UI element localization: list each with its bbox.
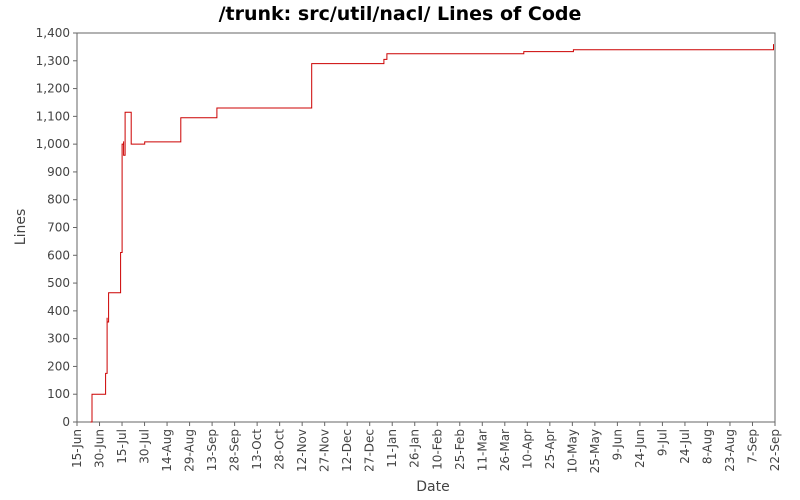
x-tick-label: 11-Jan: [385, 429, 399, 468]
y-tick-label: 200: [47, 359, 70, 373]
chart-title: /trunk: src/util/nacl/ Lines of Code: [219, 3, 582, 25]
x-tick-label: 14-Aug: [160, 429, 174, 472]
x-axis: 15-Jun 30-Jun 15-Jul 30-Jul 14-Aug 29-Aug 13-S…: [70, 422, 782, 473]
y-tick-label: 500: [47, 276, 70, 290]
y-tick-label: 1,200: [36, 82, 70, 96]
x-tick-label: 9-Jul: [655, 429, 669, 456]
x-tick-label: 15-Jul: [115, 429, 129, 464]
x-tick-label: 22-Sep: [768, 429, 782, 471]
x-tick-label: 15-Jun: [70, 429, 84, 468]
x-tick-label: 23-Aug: [723, 429, 737, 472]
x-tick-label: 30-Jul: [138, 429, 152, 464]
x-tick-label: 7-Sep: [745, 429, 759, 464]
y-tick-label: 100: [47, 387, 70, 401]
x-tick-label: 29-Aug: [183, 429, 197, 472]
y-tick-label: 900: [47, 165, 70, 179]
x-tick-label: 10-May: [565, 429, 579, 473]
x-tick-label: 24-Jun: [633, 429, 647, 468]
x-tick-label: 13-Sep: [205, 429, 219, 471]
x-tick-label: 25-Feb: [453, 429, 467, 470]
x-tick-label: 27-Nov: [318, 429, 332, 472]
y-tick-label: 600: [47, 248, 70, 262]
y-tick-label: 1,000: [36, 137, 70, 151]
x-tick-label: 28-Sep: [228, 429, 242, 471]
x-tick-label: 24-Jul: [678, 429, 692, 464]
x-tick-label: 27-Dec: [363, 429, 377, 472]
y-tick-label: 400: [47, 304, 70, 318]
y-axis: 0 100 200 300 400 500 600 700 800 900 1,000 1,100 1,…: [36, 26, 77, 429]
x-axis-label: Date: [416, 479, 449, 495]
x-tick-label: 12-Nov: [295, 429, 309, 472]
y-axis-label: Lines: [13, 209, 29, 245]
x-tick-label: 8-Aug: [700, 429, 714, 464]
x-tick-label: 10-Apr: [520, 429, 534, 469]
x-tick-label: 12-Dec: [340, 429, 354, 472]
series-layer: [90, 44, 774, 423]
x-tick-label: 26-Jan: [408, 429, 422, 468]
x-tick-label: 9-Jun: [610, 429, 624, 460]
x-tick-label: 25-Apr: [543, 429, 557, 469]
x-tick-label: 10-Feb: [430, 429, 444, 470]
x-tick-label: 13-Oct: [250, 429, 264, 470]
x-tick-label: 25-May: [588, 429, 602, 473]
x-tick-label: 30-Jun: [93, 429, 107, 468]
y-tick-label: 0: [62, 415, 70, 429]
y-tick-label: 1,300: [36, 54, 70, 68]
plot-area: [76, 32, 776, 423]
y-tick-label: 1,400: [36, 26, 70, 40]
series-line: [90, 44, 774, 423]
x-tick-label: 28-Oct: [273, 429, 287, 470]
x-tick-label: 11-Mar: [475, 429, 489, 471]
x-tick-label: 26-Mar: [498, 429, 512, 471]
y-tick-label: 800: [47, 193, 70, 207]
y-tick-label: 1,100: [36, 109, 70, 123]
y-tick-label: 700: [47, 221, 70, 235]
y-tick-label: 300: [47, 332, 70, 346]
